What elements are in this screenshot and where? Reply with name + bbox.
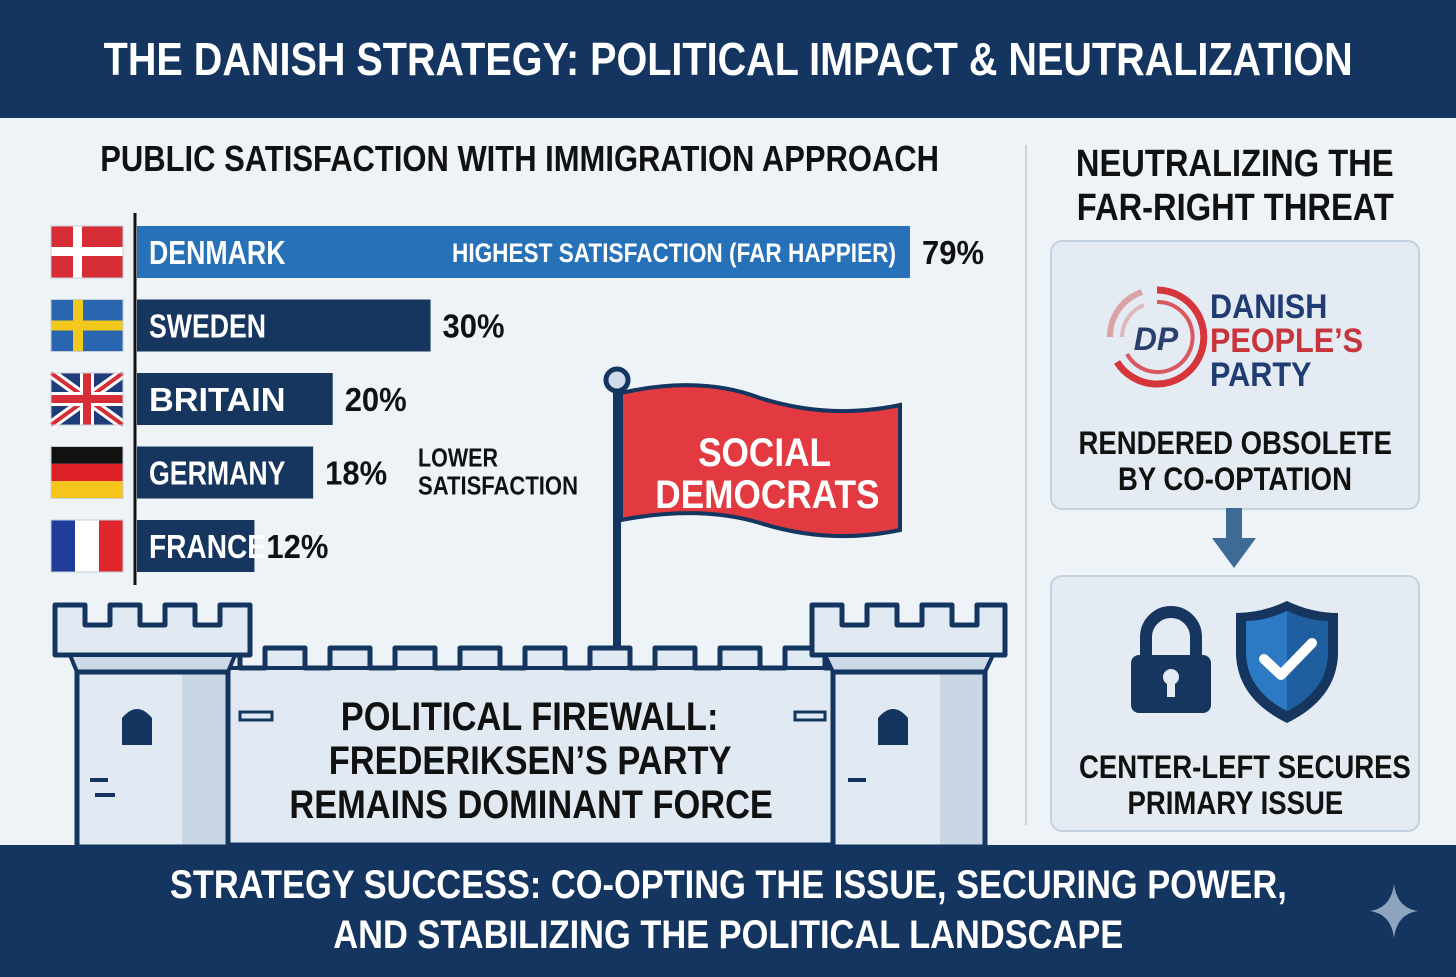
value-label: 12% (266, 528, 328, 565)
value-label: 79% (922, 234, 984, 271)
party-card: DP DANISH PEOPLE’S PARTY RENDERED OBSOLE… (1050, 240, 1420, 510)
category-label: GERMANY (149, 455, 286, 492)
denmark-flag (50, 225, 124, 279)
france-flag (50, 519, 124, 573)
castle-caption: POLITICAL FIREWALL: FREDERIKSEN’S PARTY … (289, 695, 773, 827)
party-name: DANISH PEOPLE’S PARTY (1210, 288, 1364, 394)
down-arrow-icon (1212, 508, 1256, 568)
value-label: 18% (325, 455, 387, 492)
center-left-card: CENTER-LEFT SECURES PRIMARY ISSUE (1050, 575, 1420, 832)
header-banner: THE DANISH STRATEGY: POLITICAL IMPACT & … (0, 0, 1456, 118)
social-democrats-flag (619, 383, 902, 539)
right-panel-title: NEUTRALIZING THE FAR-RIGHT THREAT (1076, 143, 1394, 229)
category-label: SWEDEN (149, 308, 266, 345)
party-logo-text: DP (1134, 321, 1179, 357)
britain-flag (48, 368, 126, 430)
sweden-flag (50, 299, 124, 352)
category-label: BRITAIN (149, 381, 286, 418)
footer-line-2: AND STABILIZING THE POLITICAL LANDSCAPE (333, 913, 1123, 957)
value-label: 30% (443, 308, 505, 345)
tower-window (122, 709, 152, 745)
germany-flag (50, 446, 124, 499)
flag-pole-finial (603, 366, 631, 394)
value-label: 20% (345, 381, 407, 418)
lock-icon (1131, 606, 1211, 713)
bar-sweden (137, 299, 431, 352)
annotation-lower: LOWER (418, 443, 498, 473)
sparkle-icon (1370, 884, 1418, 938)
party-status-text: RENDERED OBSOLETE BY CO-OPTATION (1078, 425, 1392, 497)
castle-illustration (52, 366, 1008, 850)
annotation-highest: HIGHEST SATISFACTION (FAR HAPPIER) (452, 238, 896, 268)
shield-check-icon (1236, 601, 1338, 723)
satisfaction-bar-chart: DENMARK 79% SWEDEN 30% BRITAIN 20% GERMANY 18% F… (48, 213, 984, 585)
bar-france (137, 520, 255, 572)
center-left-text: CENTER-LEFT SECURES PRIMARY ISSUE (1079, 749, 1411, 821)
left-tower (52, 602, 274, 850)
danish-peoples-party-logo: DP (1106, 286, 1208, 388)
panel-divider (1025, 145, 1027, 825)
bar-germany (137, 446, 314, 499)
flag-icons (48, 225, 126, 573)
category-label: DENMARK (149, 234, 286, 271)
tower-window (878, 709, 908, 745)
bars: DENMARK 79% SWEDEN 30% BRITAIN 20% GERMANY 18% F… (137, 226, 984, 572)
footer-line-1: STRATEGY SUCCESS: CO-OPTING THE ISSUE, S… (169, 863, 1287, 907)
bar-britain (137, 373, 333, 425)
chart-title: PUBLIC SATISFACTION WITH IMMIGRATION APP… (100, 138, 940, 179)
category-label: FRANCE (149, 528, 266, 565)
bar-denmark (137, 226, 910, 278)
flag-banner-text: SOCIAL DEMOCRATS (655, 431, 880, 517)
annotation-lower: SATISFACTION (418, 471, 578, 501)
footer-banner: STRATEGY SUCCESS: CO-OPTING THE ISSUE, S… (0, 845, 1456, 977)
right-tower (793, 602, 1008, 850)
page-title: THE DANISH STRATEGY: POLITICAL IMPACT & … (103, 33, 1353, 85)
